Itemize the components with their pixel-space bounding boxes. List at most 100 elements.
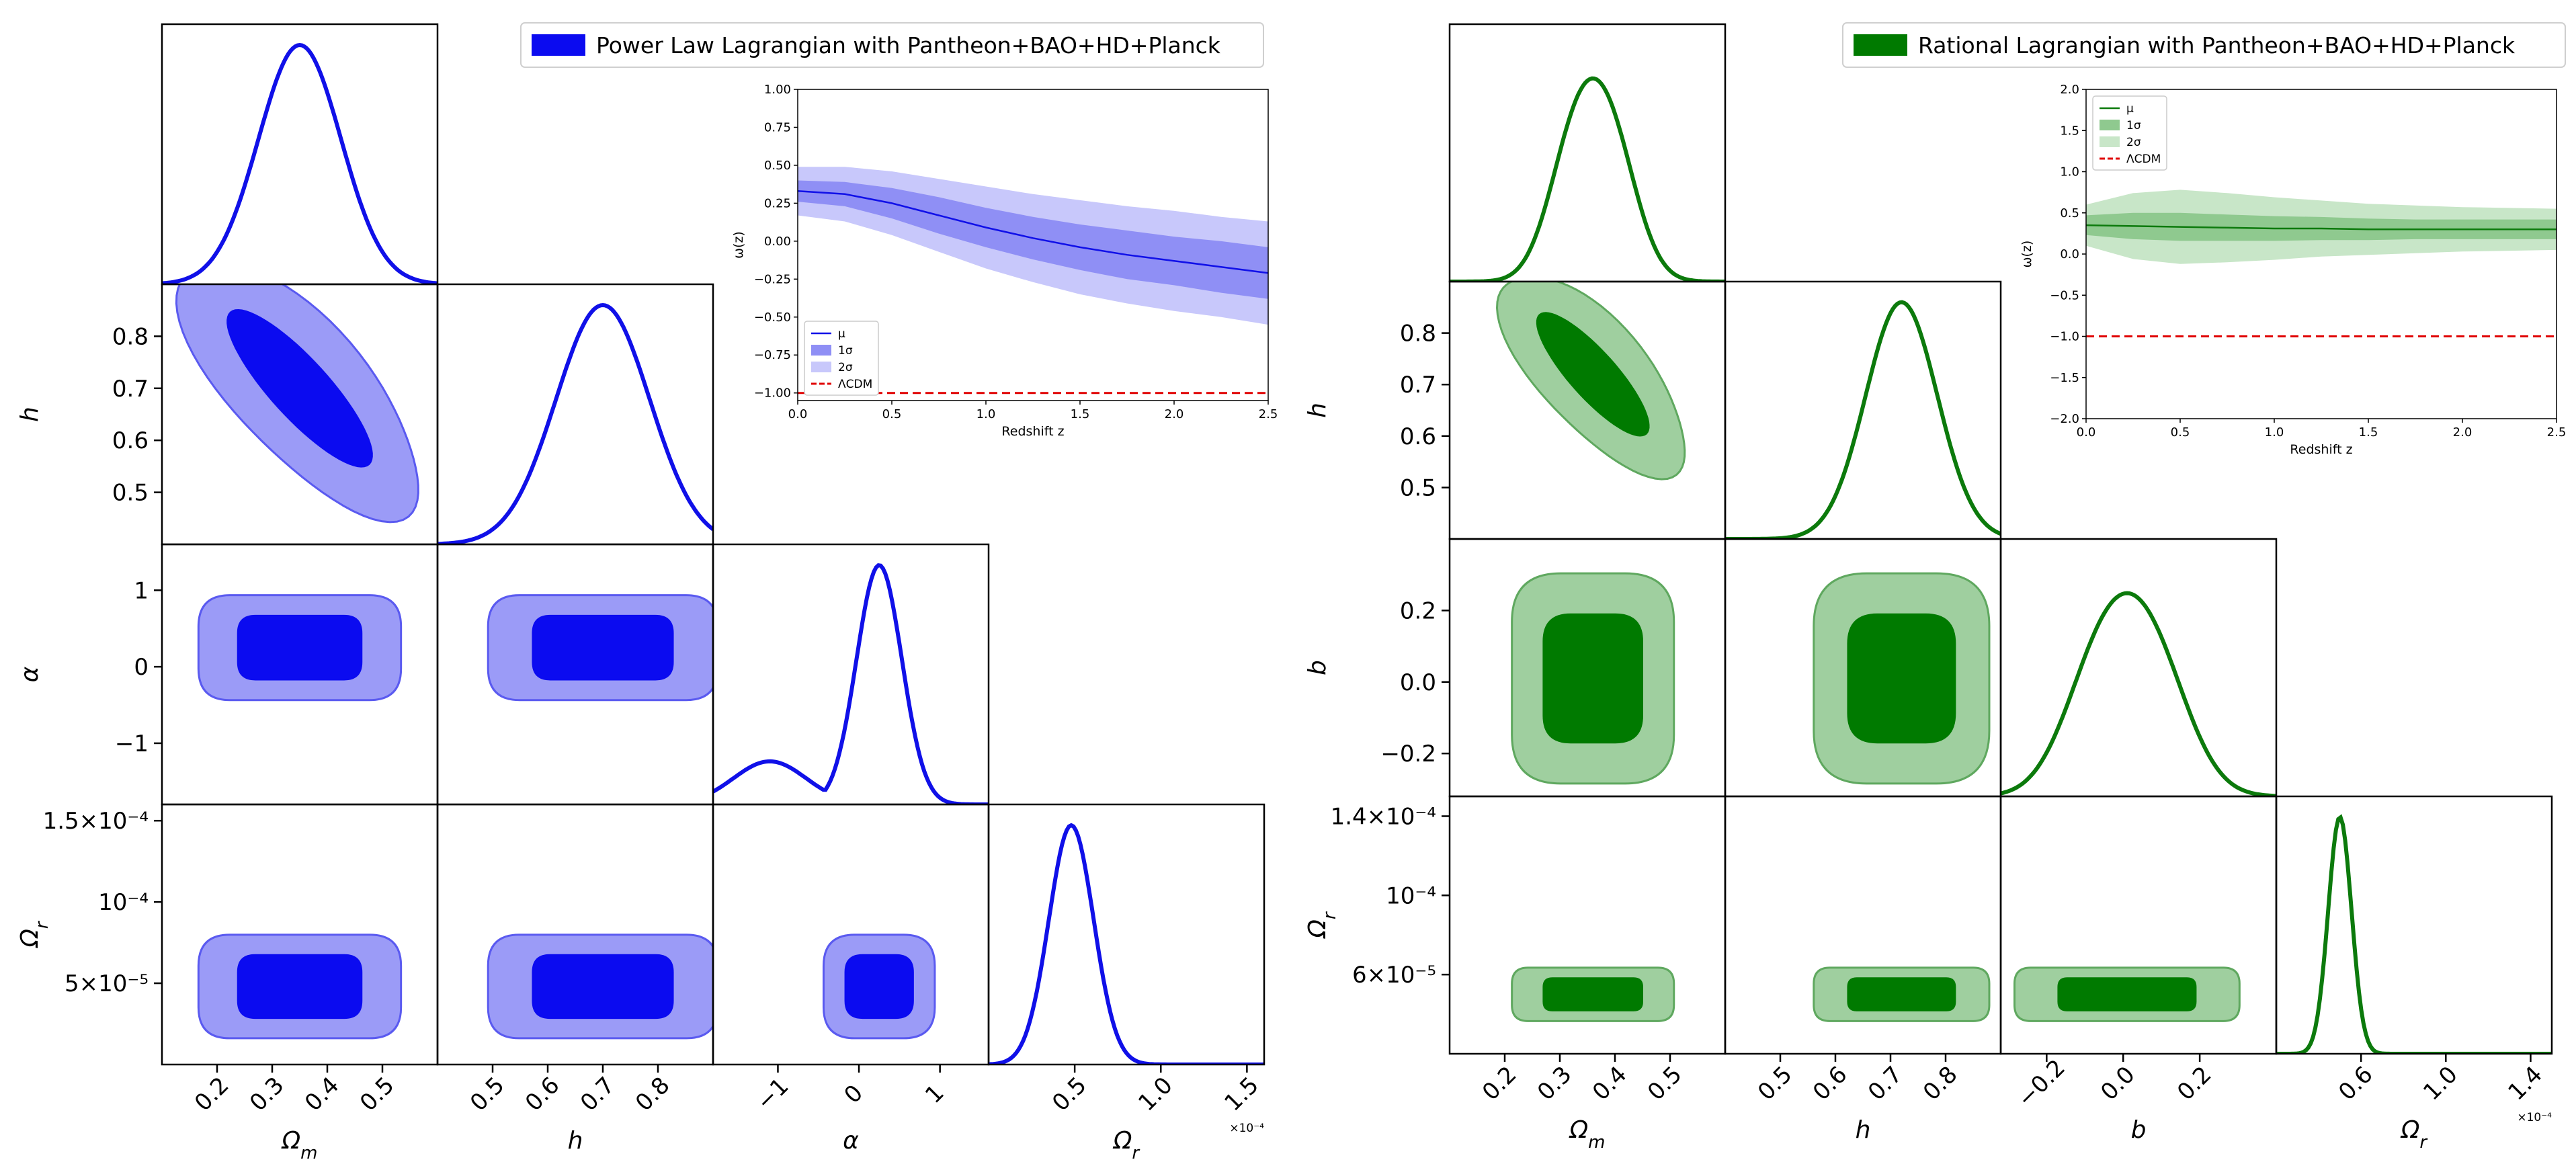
rational-corner-plot: 0.50.60.70.8h−0.20.00.2b6×10⁻⁵10⁻⁴1.4×10… — [1304, 22, 2566, 1153]
inset-legend-label: ΛCDM — [838, 378, 872, 391]
legend-swatch-band — [811, 362, 831, 372]
cell-alpha-alpha — [712, 543, 990, 806]
inset-y-tick-label: 0.0 — [2060, 247, 2079, 261]
inset-legend-box — [2092, 95, 2167, 171]
contour-1sigma-omr-h — [1847, 977, 1956, 1011]
panel-frame — [2275, 795, 2553, 1055]
y-tick-label: 0 — [134, 654, 149, 681]
inset-y-tick-label: 0.75 — [764, 120, 791, 134]
panel-frame — [1448, 23, 1727, 283]
inset-legend-label: 1σ — [2126, 119, 2141, 132]
cell-b-h — [1724, 538, 2002, 798]
cell-omr-omr: 0.5 1.0 1.5 Ωr ×10⁻⁴ — [987, 803, 1265, 1163]
contour-1sigma-omr-b — [2057, 977, 2197, 1011]
cell-om-om — [161, 23, 439, 286]
marginal-curve-om — [162, 42, 438, 284]
x-tick-label: 1 — [920, 1079, 950, 1109]
y-tick-label: 10⁻⁴ — [98, 889, 149, 916]
x-tick-label: 0.2 — [1477, 1061, 1522, 1106]
cell-h-h — [1724, 280, 2002, 540]
marginal-curve-b — [2001, 591, 2276, 796]
inset-x-tick-label: 1.5 — [1071, 407, 1090, 421]
x-tick-label: 0.7 — [1863, 1061, 1908, 1106]
inset-y-tick-label: −0.75 — [754, 348, 791, 362]
y-axis-label-alpha: α — [16, 666, 44, 682]
inset-x-tick-label: 2.0 — [2453, 425, 2473, 440]
y-tick-label: 0.7 — [112, 376, 149, 403]
cell-b-b — [1999, 538, 2278, 798]
inset-y-tick-label: 0.5 — [2060, 206, 2079, 220]
x-tick-label: 0.6 — [2333, 1061, 2378, 1106]
inset-y-tick-label: −0.50 — [754, 310, 791, 325]
panel-frame — [436, 283, 714, 546]
x-tick-label: 0.2 — [190, 1072, 235, 1117]
inset-y-tick-label: 1.0 — [2060, 165, 2079, 179]
x-scale-label: ×10⁻⁴ — [2517, 1111, 2552, 1124]
y-tick-label: 5×10⁻⁵ — [65, 970, 149, 997]
cell-om-om — [1448, 23, 1727, 283]
band-1sigma — [2086, 212, 2557, 241]
inset-y-tick-label: 1.5 — [2060, 124, 2079, 138]
inset-legend-label: μ — [2126, 102, 2134, 116]
inset-y-tick-label: 0.00 — [764, 235, 791, 249]
y-tick-label: 0.0 — [1400, 669, 1436, 696]
main-legend: Rational Lagrangian with Pantheon+BAO+HD… — [1842, 22, 2566, 68]
inset-legend-label: ΛCDM — [2126, 153, 2161, 166]
x-tick-label: 0.5 — [1047, 1072, 1092, 1117]
inset-legend: μ 1σ 2σ ΛCDM — [804, 321, 879, 396]
cell-alpha-om: −1 0 1 α — [16, 543, 439, 806]
x-tick-label: 0.5 — [355, 1072, 400, 1117]
cell-omr-omr: 0.6 1.0 1.4 Ωr ×10⁻⁴ — [2275, 795, 2553, 1153]
x-tick-label: 0.6 — [520, 1072, 565, 1117]
contour-1sigma-h-om — [226, 308, 373, 468]
y-axis-label-b: b — [1304, 660, 1331, 675]
y-axis-label-h: h — [16, 407, 44, 422]
inset-legend-label: 2σ — [2126, 136, 2141, 149]
cell-b-om: −0.2 0.0 0.2 b — [1304, 538, 1727, 798]
y-tick-label: 1.5×10⁻⁴ — [43, 808, 149, 835]
x-tick-label: 1.5 — [1219, 1072, 1264, 1117]
main-legend-box — [1842, 22, 2566, 68]
inset-x-tick-label: 0.5 — [882, 407, 902, 421]
y-tick-label: 0.6 — [1400, 423, 1436, 450]
cell-omr-om: 6×10⁻⁵ 10⁻⁴ 1.4×10⁻⁴ Ωr 0.2 0.3 0.4 0.5 Ωm — [1304, 795, 1727, 1153]
inset-y-tick-label: −0.25 — [754, 272, 791, 286]
main-legend-swatch — [1854, 34, 1907, 56]
inset-legend-label: 1σ — [838, 344, 853, 358]
x-axis-label-om: Ωm — [281, 1127, 318, 1163]
contour-1sigma-b-h — [1847, 613, 1956, 744]
x-tick-label: 1.4 — [2503, 1061, 2548, 1106]
x-axis-label-omr: Ωr — [2400, 1116, 2429, 1153]
x-tick-label: −0.2 — [2012, 1054, 2071, 1113]
x-axis-label-h: h — [1856, 1116, 1871, 1144]
x-scale-label: ×10⁻⁴ — [1229, 1122, 1264, 1135]
panel-frame — [987, 803, 1265, 1066]
cell-omr-b: −0.2 0.0 0.2 b — [1999, 795, 2278, 1144]
y-tick-label: 0.5 — [1400, 474, 1436, 501]
y-tick-label: 0.8 — [1400, 321, 1436, 347]
main-legend-label: Rational Lagrangian with Pantheon+BAO+HD… — [1918, 32, 2516, 58]
inset-legend-label: μ — [838, 327, 845, 341]
y-tick-label: 0.7 — [1400, 372, 1436, 399]
cell-omr-om: 5×10⁻⁵ 10⁻⁴ 1.5×10⁻⁴ Ωr 0.2 0.3 0.4 0.5 Ωm — [16, 803, 439, 1163]
x-tick-label: 0.3 — [245, 1072, 290, 1117]
x-tick-label: 0.8 — [1918, 1061, 1963, 1106]
y-tick-label: −0.2 — [1380, 741, 1436, 767]
x-tick-label: 0.2 — [2172, 1061, 2217, 1106]
y-tick-label: 0.6 — [112, 427, 149, 454]
inset-legend: μ 1σ 2σ ΛCDM — [2092, 95, 2167, 171]
mu-line — [2085, 224, 2557, 231]
contour-1sigma-alpha-h — [532, 614, 674, 681]
marginal-curve-h — [438, 302, 713, 544]
inset-legend-box — [804, 321, 879, 396]
inset-y-axis-label: ω(z) — [731, 231, 746, 259]
contour-1sigma-h-om — [1536, 312, 1650, 437]
inset-x-tick-label: 0.0 — [2077, 425, 2096, 440]
marginal-curve-h — [1725, 300, 2001, 539]
y-tick-label: 1.4×10⁻⁴ — [1331, 803, 1436, 830]
cell-omr-alpha: −1 0 1 α — [712, 803, 990, 1155]
cell-h-om: 0.5 0.6 0.7 0.8 h — [1304, 280, 1727, 540]
cell-omr-h: 0.5 0.6 0.7 0.8 h — [1724, 795, 2002, 1144]
legend-swatch-band — [811, 345, 831, 356]
